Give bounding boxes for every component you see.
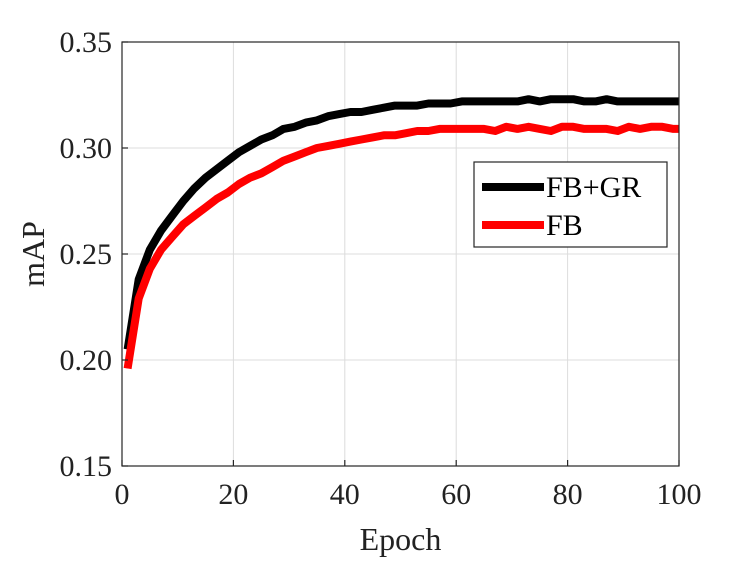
x-tick-label: 100 (657, 478, 702, 511)
x-tick-label: 40 (330, 478, 360, 511)
legend-box (473, 161, 668, 248)
x-tick-label: 60 (441, 478, 471, 511)
y-tick-label: 0.35 (60, 26, 113, 59)
x-tick-label: 20 (218, 478, 248, 511)
legend: FB+GR FB (473, 161, 668, 248)
series-line-fb (123, 122, 679, 370)
y-tick-label: 0.15 (60, 450, 113, 483)
y-tick-label: 0.25 (60, 238, 113, 271)
legend-label: FB+GR (546, 171, 641, 204)
y-tick-label: 0.30 (60, 132, 113, 165)
series-lines (123, 95, 679, 370)
series-line-fb-gr (123, 95, 679, 351)
y-axis-label: mAP (15, 221, 51, 287)
x-axis-label: Epoch (360, 521, 442, 557)
x-tick-label: 0 (115, 478, 130, 511)
y-tick-label: 0.20 (60, 344, 113, 377)
x-tick-label: 80 (553, 478, 583, 511)
axis-ticks: 0 20 40 60 80 100 0.15 0.20 0.25 0.30 0.35 (60, 26, 702, 511)
legend-label: FB (546, 209, 583, 242)
